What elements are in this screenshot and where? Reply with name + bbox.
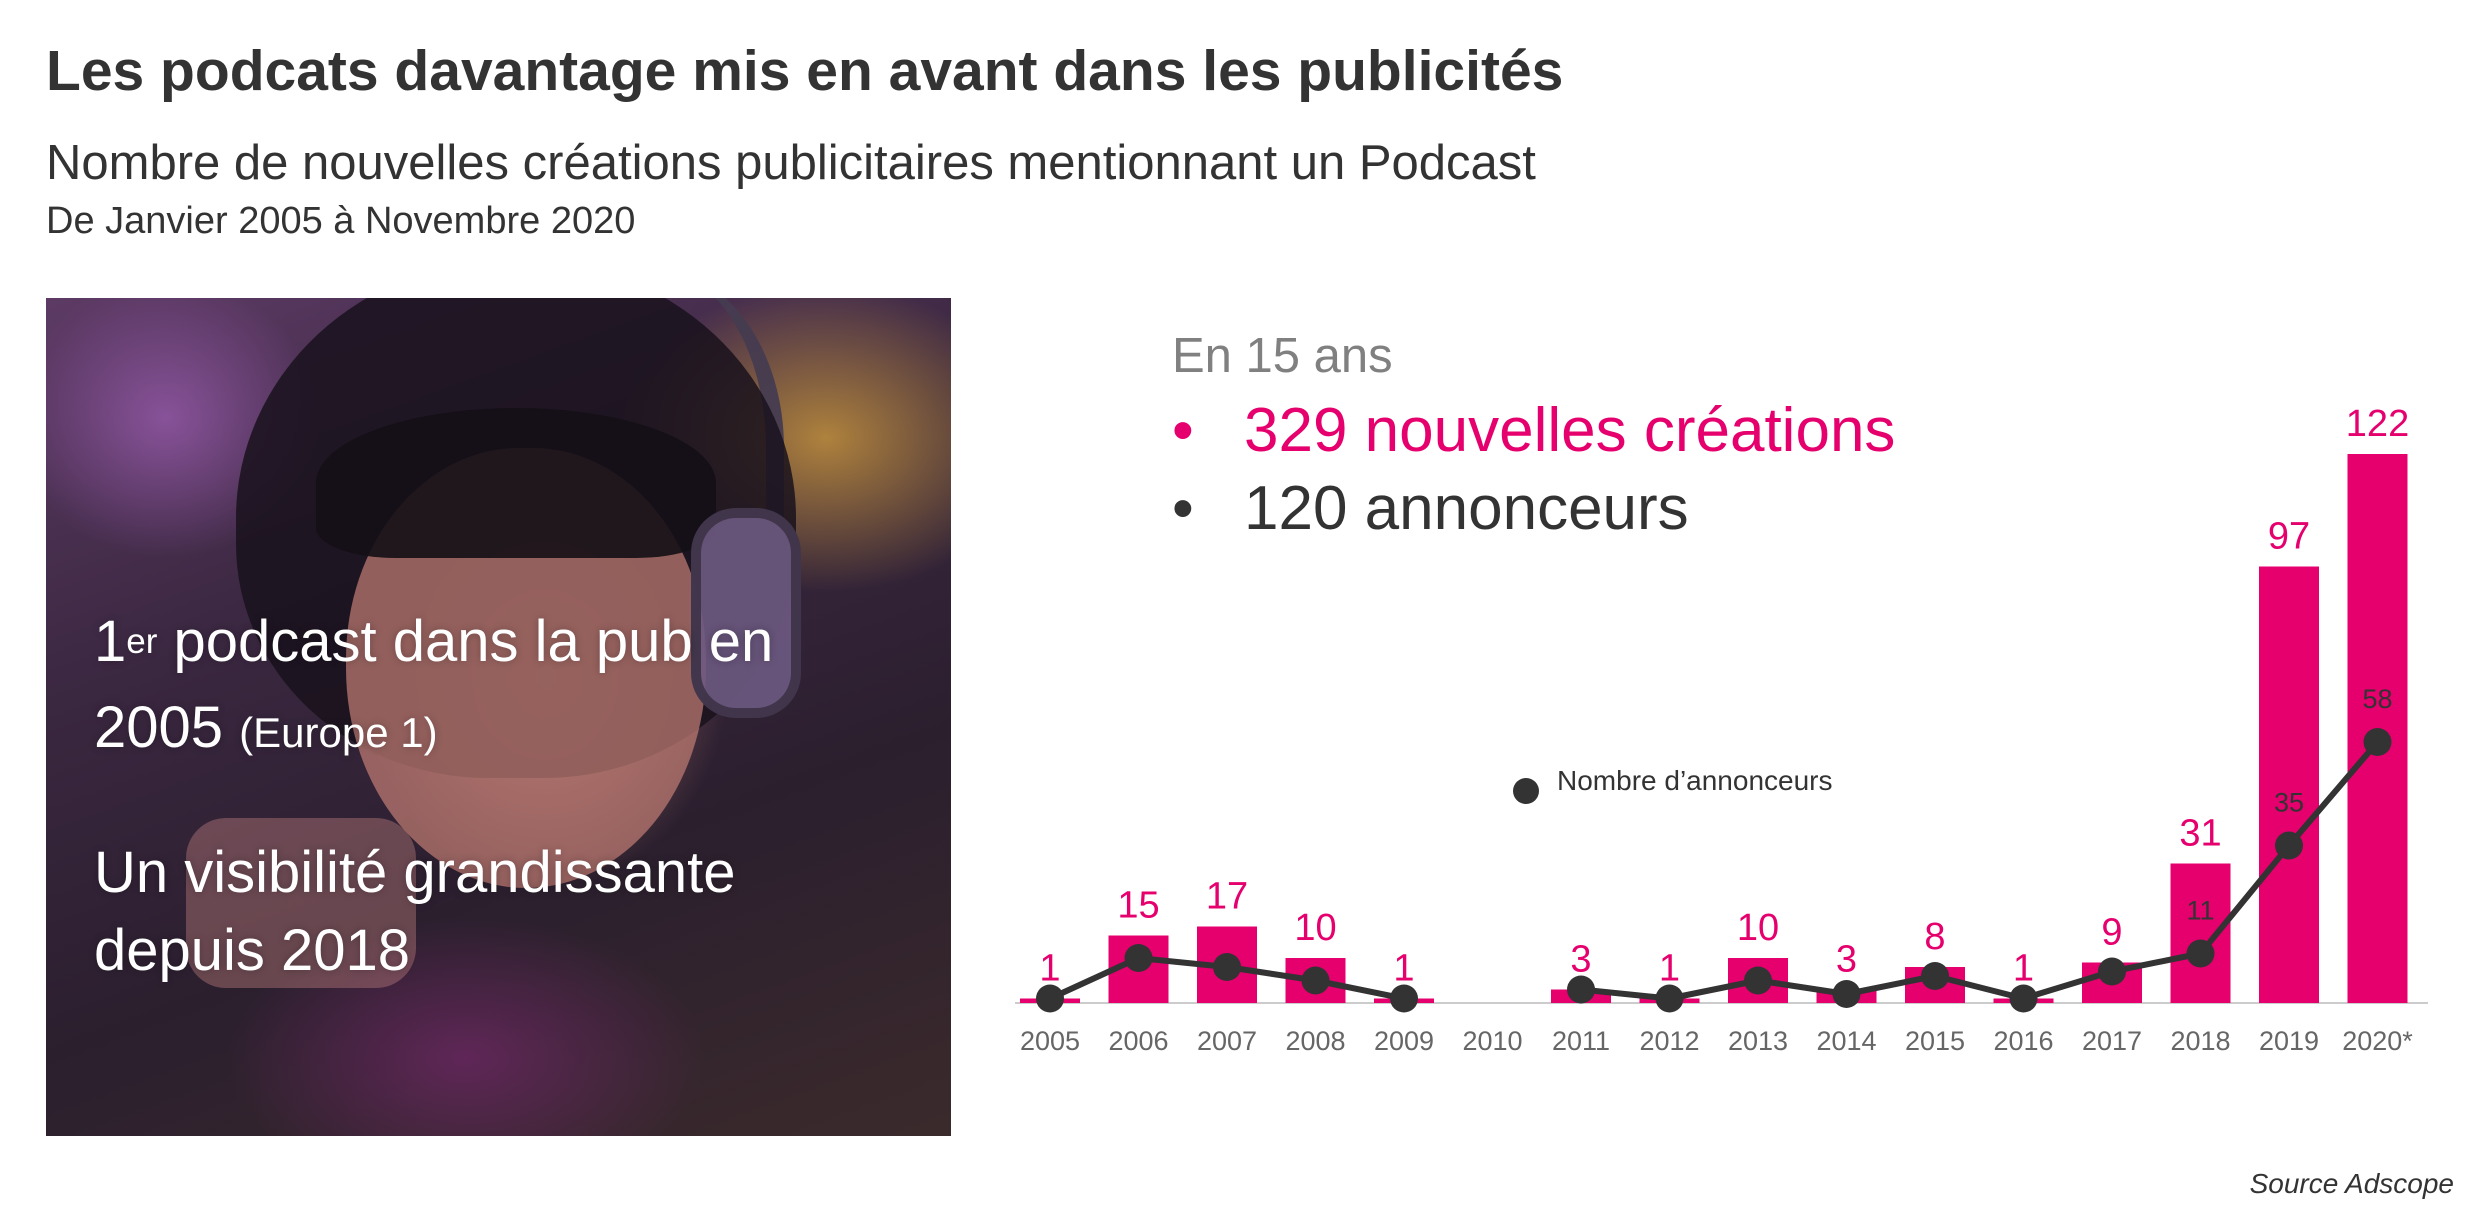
announcer-point-2020* bbox=[2363, 728, 2392, 756]
x-tick-2015: 2015 bbox=[1905, 1026, 1965, 1056]
x-tick-2006: 2006 bbox=[1108, 1026, 1168, 1056]
announcer-point-2019 bbox=[2275, 831, 2303, 860]
bar-label-2020*: 122 bbox=[2346, 403, 2409, 445]
x-tick-2009: 2009 bbox=[1374, 1026, 1434, 1056]
bar-label-2012: 1 bbox=[1659, 948, 1680, 990]
x-tick-2013: 2013 bbox=[1728, 1026, 1788, 1056]
first-podcast-text: 1er podcast dans la pub en 2005 (Europe … bbox=[94, 609, 774, 760]
announcer-point-2013 bbox=[1744, 966, 1772, 995]
legend-marker-icon bbox=[1513, 777, 1539, 804]
bar-label-2018: 31 bbox=[2179, 813, 2221, 855]
announcer-point-2012 bbox=[1655, 984, 1684, 1013]
headphone-icon bbox=[691, 508, 801, 718]
x-tick-2005: 2005 bbox=[1020, 1026, 1080, 1056]
bar-label-2011: 3 bbox=[1570, 939, 1591, 981]
x-tick-2012: 2012 bbox=[1639, 1026, 1699, 1056]
bar-label-2014: 3 bbox=[1836, 939, 1857, 981]
x-tick-2019: 2019 bbox=[2259, 1026, 2319, 1056]
bar-label-2019: 97 bbox=[2268, 516, 2310, 558]
announcer-label-2020*: 58 bbox=[2362, 684, 2392, 714]
announcer-point-2015 bbox=[1921, 962, 1949, 990]
x-tick-2011: 2011 bbox=[1552, 1026, 1610, 1056]
summary-creations: • 329 nouvelles créations bbox=[1172, 396, 1896, 465]
bar-label-2015: 8 bbox=[1924, 916, 1945, 958]
bar-2018 bbox=[2170, 863, 2231, 1003]
bar-2019 bbox=[2259, 566, 2319, 1003]
summary-intro: En 15 ans bbox=[1172, 329, 1393, 383]
bar-label-2013: 10 bbox=[1737, 907, 1779, 949]
x-tick-2018: 2018 bbox=[2170, 1026, 2230, 1056]
announcer-point-2018 bbox=[2186, 939, 2215, 968]
visibility-text: Un visibilité grandissante depuis 2018 bbox=[94, 840, 736, 983]
announcer-point-2009 bbox=[1390, 984, 1418, 1013]
x-tick-2008: 2008 bbox=[1285, 1026, 1345, 1056]
bar-label-2009: 1 bbox=[1393, 948, 1414, 990]
bar-label-2017: 9 bbox=[2101, 912, 2122, 954]
bar-label-2006: 15 bbox=[1117, 885, 1159, 927]
chart-legend: Nombre d’annonceurs bbox=[1513, 765, 1833, 804]
chart-subtitle: Nombre de nouvelles créations publicitai… bbox=[46, 136, 1536, 190]
phone-shape bbox=[186, 818, 416, 988]
announcer-label-2019: 35 bbox=[2274, 788, 2304, 818]
announcer-line-segment-1 bbox=[1580, 740, 2380, 1002]
announcer-point-2007 bbox=[1213, 953, 1241, 981]
bar-label-2008: 10 bbox=[1294, 907, 1336, 949]
x-tick-2017: 2017 bbox=[2082, 1026, 2142, 1056]
x-tick-2020*: 2020* bbox=[2342, 1026, 2413, 1056]
announcer-point-2017 bbox=[2098, 957, 2126, 986]
announcer-point-2006 bbox=[1124, 944, 1153, 972]
announcer-point-2016 bbox=[2009, 984, 2038, 1013]
page-title: Les podcats davantage mis en avant dans … bbox=[46, 39, 1564, 103]
announcer-point-2008 bbox=[1301, 966, 1330, 995]
announcer-label-2018: 11 bbox=[2186, 896, 2214, 926]
x-tick-2014: 2014 bbox=[1816, 1026, 1876, 1056]
announcer-point-2011 bbox=[1567, 975, 1595, 1004]
podcast-listener-photo: 1er podcast dans la pub en 2005 (Europe … bbox=[46, 298, 951, 1136]
announcer-point-2014 bbox=[1832, 980, 1861, 1008]
x-tick-2007: 2007 bbox=[1197, 1026, 1257, 1056]
source-note: Source Adscope bbox=[2249, 1168, 2454, 1199]
legend-label: Nombre d’annonceurs bbox=[1557, 765, 1833, 796]
bar-label-2005: 1 bbox=[1039, 948, 1060, 990]
summary-announcers: • 120 annonceurs bbox=[1172, 474, 1689, 543]
bar-label-2016: 1 bbox=[2013, 948, 2034, 990]
announcer-point-2005 bbox=[1036, 984, 1064, 1013]
x-tick-2016: 2016 bbox=[1993, 1026, 2053, 1056]
bangs-shape bbox=[316, 408, 716, 558]
x-tick-2010: 2010 bbox=[1462, 1026, 1522, 1056]
chart-period: De Janvier 2005 à Novembre 2020 bbox=[46, 200, 636, 242]
bar-label-2007: 17 bbox=[1206, 876, 1248, 918]
